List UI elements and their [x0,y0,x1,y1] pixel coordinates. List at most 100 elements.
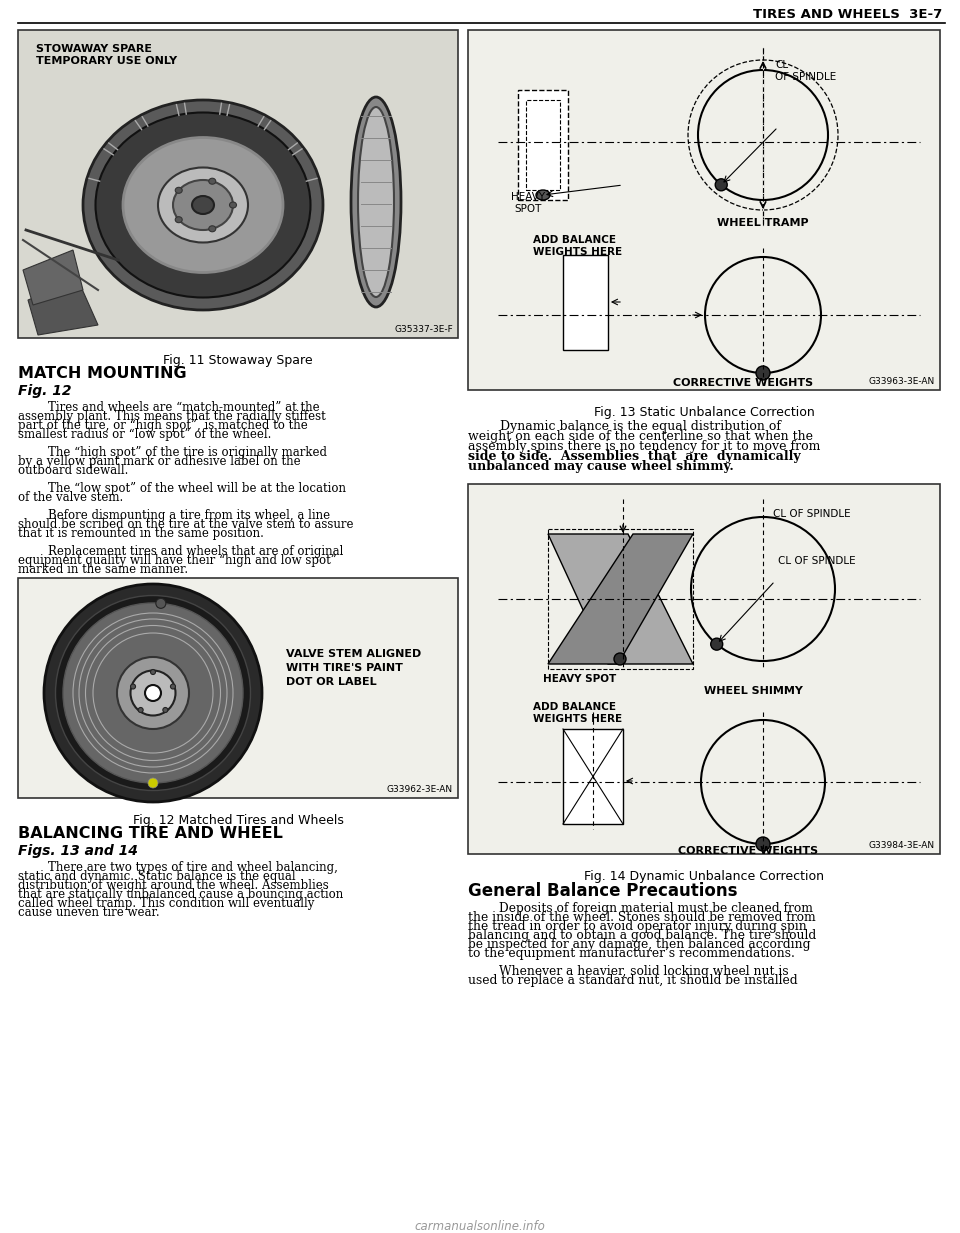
Ellipse shape [351,97,401,307]
Text: Fig. 11 Stowaway Spare: Fig. 11 Stowaway Spare [163,354,313,367]
Text: smallest radius or “low spot” of the wheel.: smallest radius or “low spot” of the whe… [18,428,272,441]
Text: HEAVY
SPOT: HEAVY SPOT [511,192,545,213]
Text: Replacement tires and wheels that are of original: Replacement tires and wheels that are of… [18,545,344,559]
Ellipse shape [163,708,168,713]
Ellipse shape [229,202,236,208]
Text: TEMPORARY USE ONLY: TEMPORARY USE ONLY [36,55,178,67]
Text: called wheel tramp. This condition will eventually: called wheel tramp. This condition will … [18,896,314,910]
Circle shape [715,179,728,191]
Text: General Balance Precautions: General Balance Precautions [468,882,737,900]
Text: the inside of the wheel. Stones should be removed from: the inside of the wheel. Stones should b… [468,911,816,924]
Text: ADD BALANCE
WEIGHTS HERE: ADD BALANCE WEIGHTS HERE [533,236,622,256]
Text: Whenever a heavier, solid locking wheel nut is: Whenever a heavier, solid locking wheel … [468,965,788,978]
Text: to the equipment manufacturer’s recommendations.: to the equipment manufacturer’s recommen… [468,947,795,961]
Text: G35337-3E-F: G35337-3E-F [395,326,453,334]
Text: BALANCING TIRE AND WHEEL: BALANCING TIRE AND WHEEL [18,826,283,841]
Text: marked in the same manner.: marked in the same manner. [18,563,188,576]
Text: G33962-3E-AN: G33962-3E-AN [387,785,453,794]
Ellipse shape [208,179,216,184]
Bar [468,485,940,854]
Text: VALVE STEM ALIGNED
WITH TIRE'S PAINT
DOT OR LABEL: VALVE STEM ALIGNED WITH TIRE'S PAINT DOT… [286,649,421,687]
Ellipse shape [145,686,161,702]
Ellipse shape [83,100,323,309]
Text: G33984-3E-AN: G33984-3E-AN [869,841,935,850]
Ellipse shape [173,180,233,231]
Text: WHEEL SHIMMY: WHEEL SHIMMY [704,686,803,695]
Ellipse shape [56,596,251,790]
Ellipse shape [176,187,182,194]
Text: that it is remounted in the same position.: that it is remounted in the same positio… [18,526,264,540]
Text: should be scribed on the tire at the valve stem to assure: should be scribed on the tire at the val… [18,518,353,531]
Circle shape [710,639,723,650]
Text: the tread in order to avoid operator injury during spin: the tread in order to avoid operator inj… [468,920,806,933]
Text: weight on each side of the centerline so that when the: weight on each side of the centerline so… [468,430,813,443]
Bar [18,578,458,798]
Bar [18,30,458,338]
Text: of the valve stem.: of the valve stem. [18,491,123,504]
Text: cause uneven tire wear.: cause uneven tire wear. [18,906,159,919]
Text: MATCH MOUNTING: MATCH MOUNTING [18,366,186,381]
Text: Figs. 13 and 14: Figs. 13 and 14 [18,845,138,858]
Text: unbalanced may cause wheel shimmy.: unbalanced may cause wheel shimmy. [468,460,733,473]
Text: Fig. 12: Fig. 12 [18,383,71,398]
Text: TIRES AND WHEELS  3E-7: TIRES AND WHEELS 3E-7 [753,7,942,21]
Text: Fig. 13 Static Unbalance Correction: Fig. 13 Static Unbalance Correction [593,406,814,419]
Text: equipment quality will have their “high and low spot”: equipment quality will have their “high … [18,554,337,567]
Ellipse shape [536,190,550,200]
Text: Before dismounting a tire from its wheel, a line: Before dismounting a tire from its wheel… [18,509,330,522]
Text: STOWAWAY SPARE: STOWAWAY SPARE [36,44,152,54]
Text: CL
OF SPINDLE: CL OF SPINDLE [775,60,836,81]
Polygon shape [548,534,693,665]
Bar [526,100,560,190]
Text: G33963-3E-AN: G33963-3E-AN [869,377,935,386]
Ellipse shape [95,112,310,297]
Text: CL OF SPINDLE: CL OF SPINDLE [778,556,855,566]
Text: CORRECTIVE WEIGHTS: CORRECTIVE WEIGHTS [673,379,813,388]
Text: static and dynamic. Static balance is the equal: static and dynamic. Static balance is th… [18,870,296,883]
Text: Fig. 14 Dynamic Unbalance Correction: Fig. 14 Dynamic Unbalance Correction [584,870,824,883]
Circle shape [148,778,158,788]
Text: assembly plant. This means that the radially stiffest: assembly plant. This means that the radi… [18,411,325,423]
Ellipse shape [171,684,176,689]
Ellipse shape [358,107,394,297]
Ellipse shape [176,217,182,223]
Text: Fig. 12 Matched Tires and Wheels: Fig. 12 Matched Tires and Wheels [132,814,344,827]
Text: HEAVY SPOT: HEAVY SPOT [543,674,616,684]
Ellipse shape [192,196,214,215]
Text: There are two types of tire and wheel balancing,: There are two types of tire and wheel ba… [18,861,338,874]
Text: assembly spins there is no tendency for it to move from: assembly spins there is no tendency for … [468,440,821,453]
Text: by a yellow paint mark or adhesive label on the: by a yellow paint mark or adhesive label… [18,455,300,469]
Ellipse shape [123,138,283,272]
Bar [468,30,940,390]
Circle shape [614,653,626,665]
Polygon shape [28,280,98,335]
Text: CORRECTIVE WEIGHTS: CORRECTIVE WEIGHTS [678,846,818,856]
Bar [563,255,608,350]
Text: Dynamic balance is the equal distribution of: Dynamic balance is the equal distributio… [468,420,781,433]
Text: used to replace a standard nut, it should be installed: used to replace a standard nut, it shoul… [468,974,798,986]
Text: carmanualsonline.info: carmanualsonline.info [415,1219,545,1233]
Text: WHEEL TRAMP: WHEEL TRAMP [717,218,809,228]
Circle shape [756,366,770,380]
Polygon shape [548,534,693,665]
Ellipse shape [138,708,143,713]
Ellipse shape [117,657,189,729]
Text: outboard sidewall.: outboard sidewall. [18,464,129,477]
Ellipse shape [158,168,248,243]
Bar [563,729,623,824]
Text: The “high spot” of the tire is originally marked: The “high spot” of the tire is originall… [18,446,327,459]
Ellipse shape [151,670,156,674]
Ellipse shape [63,603,243,783]
Ellipse shape [131,684,135,689]
Ellipse shape [208,226,216,232]
Text: part of the tire, or “high spot”, is matched to the: part of the tire, or “high spot”, is mat… [18,419,308,432]
Circle shape [156,598,166,608]
Text: Tires and wheels are “match-mounted” at the: Tires and wheels are “match-mounted” at … [18,401,320,414]
Text: balancing and to obtain a good balance. The tire should: balancing and to obtain a good balance. … [468,928,816,942]
Circle shape [756,837,770,851]
Ellipse shape [131,671,176,715]
Text: side to side.  Assemblies  that  are  dynamically: side to side. Assemblies that are dynami… [468,450,801,464]
Text: distribution of weight around the wheel. Assemblies: distribution of weight around the wheel.… [18,879,328,891]
Text: ADD BALANCE
WEIGHTS HERE: ADD BALANCE WEIGHTS HERE [533,702,622,724]
Text: Deposits of foreign material must be cleaned from: Deposits of foreign material must be cle… [468,903,813,915]
